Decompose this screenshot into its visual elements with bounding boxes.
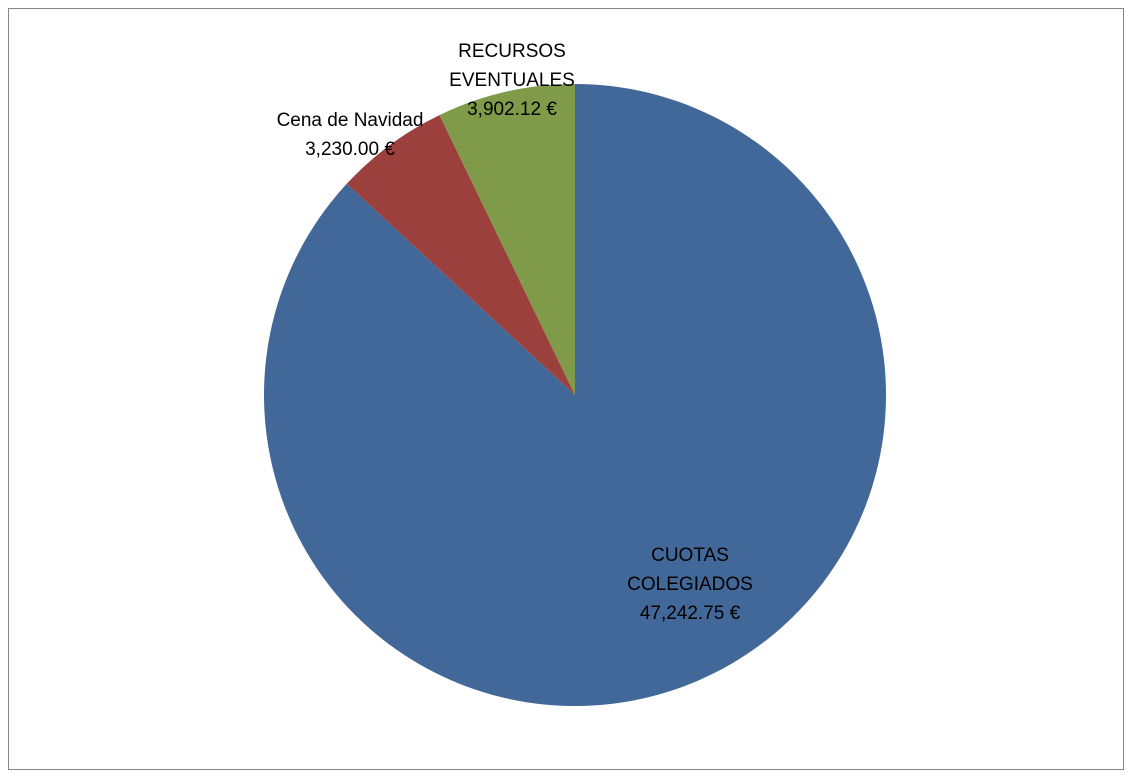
data-label-line: Cena de Navidad — [277, 110, 424, 131]
pie-slice-recursos-eventuales — [439, 84, 575, 395]
data-label-cuotas-colegiados: CUOTAS COLEGIADOS 47,242.75 € — [627, 545, 753, 624]
data-label-line: 47,242.75 € — [640, 603, 741, 624]
data-label-line: EVENTUALES — [449, 70, 575, 91]
data-label-line: COLEGIADOS — [627, 574, 753, 595]
data-label-line: 3,230.00 € — [305, 139, 395, 160]
data-label-line: 3,902.12 € — [467, 99, 557, 120]
data-label-cena-de-navidad: Cena de Navidad 3,230.00 € — [277, 110, 424, 160]
data-label-line: RECURSOS — [458, 41, 566, 62]
pie-slice-cena-de-navidad — [346, 115, 575, 395]
data-label-line: CUOTAS — [651, 545, 729, 566]
data-label-recursos-eventuales: RECURSOS EVENTUALES 3,902.12 € — [449, 41, 575, 120]
pie-slice-cuotas-colegiados — [264, 84, 887, 706]
